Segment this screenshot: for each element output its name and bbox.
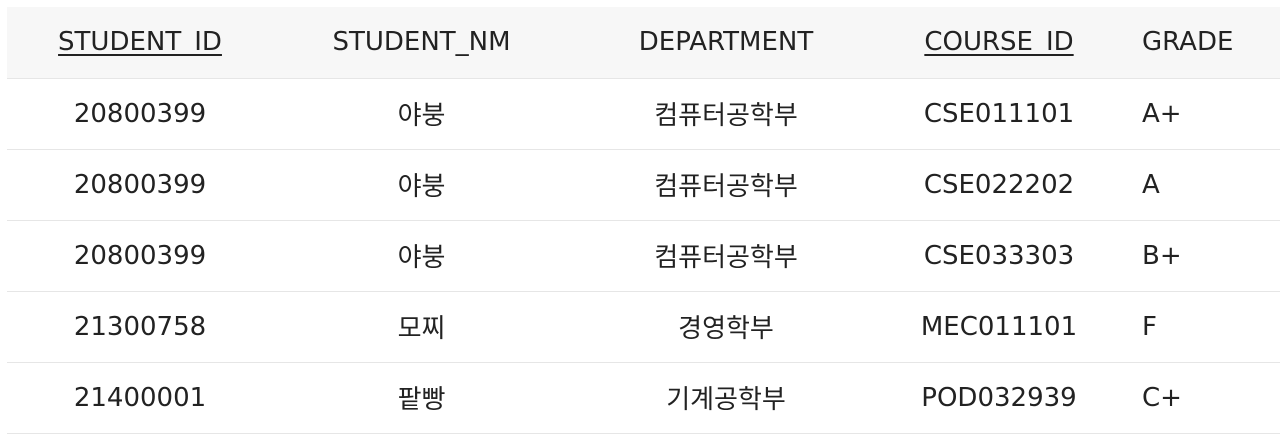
grades-table: STUDENT_ID STUDENT_NM DEPARTMENT COURSE_… [7, 7, 1280, 434]
cell-course-id: CSE011101 [923, 98, 1075, 129]
cell-department: 컴퓨터공학부 [654, 101, 798, 131]
column-header-label: DEPARTMENT [638, 27, 814, 58]
cell-department: 컴퓨터공학부 [654, 243, 798, 273]
table-row: 21300758 모찌 경영학부 MEC011101 F [7, 291, 1280, 362]
column-header-label: COURSE_ID [924, 27, 1074, 58]
cell-student-nm: 모찌 [397, 314, 446, 344]
cell-grade: F [1142, 311, 1157, 342]
table-row: 20800399 야붕 컴퓨터공학부 CSE022202 A [7, 149, 1280, 220]
column-header-label: STUDENT_NM [332, 27, 511, 58]
column-header-student-nm: STUDENT_NM [273, 7, 570, 78]
table-body: 20800399 야붕 컴퓨터공학부 CSE011101 A+ 20800399… [7, 78, 1280, 433]
column-header-course-id: COURSE_ID [882, 7, 1116, 78]
cell-student-id: 20800399 [73, 98, 207, 129]
cell-department: 경영학부 [678, 314, 774, 344]
column-header-department: DEPARTMENT [570, 7, 882, 78]
cell-student-id: 21400001 [73, 382, 207, 413]
cell-student-id: 20800399 [73, 240, 207, 271]
header-row: STUDENT_ID STUDENT_NM DEPARTMENT COURSE_… [7, 7, 1280, 78]
cell-course-id: CSE033303 [923, 240, 1075, 271]
cell-student-nm: 야붕 [397, 172, 446, 202]
column-header-grade: GRADE [1116, 7, 1280, 78]
cell-student-id: 20800399 [73, 169, 207, 200]
cell-grade: C+ [1142, 382, 1182, 413]
cell-course-id: MEC011101 [920, 311, 1078, 342]
column-header-label: STUDENT_ID [58, 27, 222, 58]
cell-student-nm: 야붕 [397, 101, 446, 131]
column-header-label: GRADE [1142, 27, 1234, 58]
column-header-student-id: STUDENT_ID [7, 7, 273, 78]
grades-table-container: STUDENT_ID STUDENT_NM DEPARTMENT COURSE_… [7, 7, 1280, 434]
table-row: 21400001 팥빵 기계공학부 POD032939 C+ [7, 362, 1280, 433]
cell-grade: B+ [1142, 240, 1182, 271]
cell-student-nm: 야붕 [397, 243, 446, 273]
table-header: STUDENT_ID STUDENT_NM DEPARTMENT COURSE_… [7, 7, 1280, 78]
cell-student-id: 21300758 [73, 311, 207, 342]
cell-department: 기계공학부 [666, 385, 786, 415]
table-row: 20800399 야붕 컴퓨터공학부 CSE011101 A+ [7, 78, 1280, 149]
cell-course-id: CSE022202 [923, 169, 1075, 200]
cell-grade: A+ [1142, 98, 1182, 129]
cell-grade: A [1142, 169, 1160, 200]
cell-department: 컴퓨터공학부 [654, 172, 798, 202]
cell-student-nm: 팥빵 [397, 385, 446, 415]
table-row: 20800399 야붕 컴퓨터공학부 CSE033303 B+ [7, 220, 1280, 291]
cell-course-id: POD032939 [921, 382, 1077, 413]
